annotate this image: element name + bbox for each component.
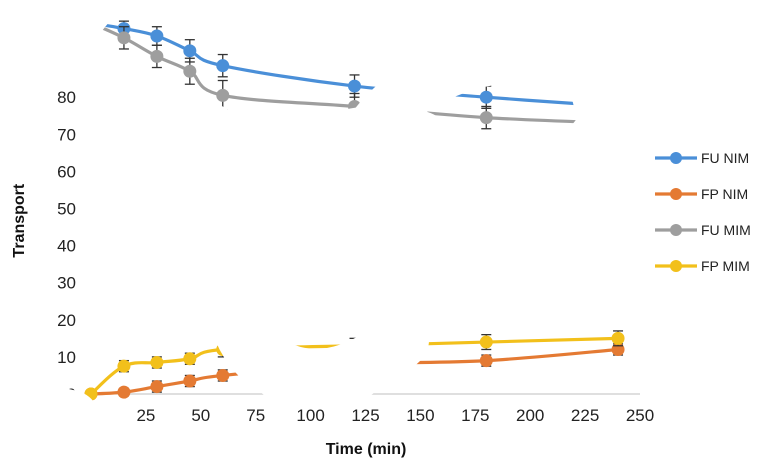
y-tick-label: 20 bbox=[57, 311, 76, 330]
data-point bbox=[216, 59, 230, 73]
y-tick-label: 80 bbox=[57, 88, 76, 107]
data-point bbox=[150, 355, 164, 369]
x-tick-label: 125 bbox=[351, 406, 379, 425]
x-tick-label: 250 bbox=[626, 406, 654, 425]
x-tick-label: 25 bbox=[136, 406, 155, 425]
data-point bbox=[183, 374, 197, 388]
x-axis-title: Time (min) bbox=[326, 441, 407, 458]
data-point bbox=[216, 88, 230, 102]
data-point bbox=[183, 352, 197, 366]
data-point bbox=[150, 380, 164, 394]
data-point bbox=[479, 354, 493, 368]
legend-item: FU NIM bbox=[655, 150, 749, 166]
data-point bbox=[479, 335, 493, 349]
x-tick-labels: 0 25 50 75 100 125 150 175 200 225 250 bbox=[86, 406, 654, 425]
legend-label: FP NIM bbox=[701, 186, 748, 202]
data-point bbox=[348, 79, 362, 93]
x-tick-label: 50 bbox=[191, 406, 210, 425]
y-tick-label: 10 bbox=[57, 348, 76, 367]
watermark-stroke-3 bbox=[0, 260, 100, 450]
data-point bbox=[117, 359, 131, 373]
watermark-stroke-1 bbox=[4, 0, 125, 96]
legend-label: FU MIM bbox=[701, 222, 751, 238]
y-tick-label: 60 bbox=[57, 162, 76, 181]
watermark-stroke-6 bbox=[486, 0, 633, 195]
data-point bbox=[150, 29, 164, 43]
x-tick-label: 200 bbox=[516, 406, 544, 425]
data-point bbox=[150, 49, 164, 63]
data-point bbox=[183, 44, 197, 58]
y-tick-label: 40 bbox=[57, 237, 76, 256]
legend-label: FU NIM bbox=[701, 150, 749, 166]
legend-marker bbox=[670, 188, 682, 200]
y-tick-label: 70 bbox=[57, 125, 76, 144]
data-point bbox=[479, 90, 493, 104]
legend-item: FU MIM bbox=[655, 222, 751, 238]
legend-label: FP MIM bbox=[701, 258, 750, 274]
data-point bbox=[479, 111, 493, 125]
y-tick-label: 30 bbox=[57, 274, 76, 293]
watermark-stroke-2 bbox=[105, 97, 235, 170]
legend-item: FP MIM bbox=[655, 258, 750, 274]
x-tick-label: 175 bbox=[461, 406, 489, 425]
legend-marker bbox=[670, 260, 682, 272]
watermark bbox=[0, 0, 607, 420]
data-point bbox=[216, 368, 230, 382]
x-tick-label: 100 bbox=[296, 406, 324, 425]
y-axis-title: % Transport bbox=[11, 183, 28, 276]
legend: FU NIM FP NIM FU MIM FP MIM bbox=[655, 150, 751, 274]
data-point bbox=[611, 331, 625, 345]
data-point bbox=[117, 385, 131, 399]
y-tick-label: 50 bbox=[57, 200, 76, 219]
legend-item: FP NIM bbox=[655, 186, 748, 202]
data-point bbox=[117, 31, 131, 45]
x-tick-label: 150 bbox=[406, 406, 434, 425]
x-tick-label: 225 bbox=[571, 406, 599, 425]
x-tick-label: 75 bbox=[246, 406, 265, 425]
legend-marker bbox=[670, 152, 682, 164]
data-point bbox=[183, 64, 197, 78]
legend-marker bbox=[670, 224, 682, 236]
